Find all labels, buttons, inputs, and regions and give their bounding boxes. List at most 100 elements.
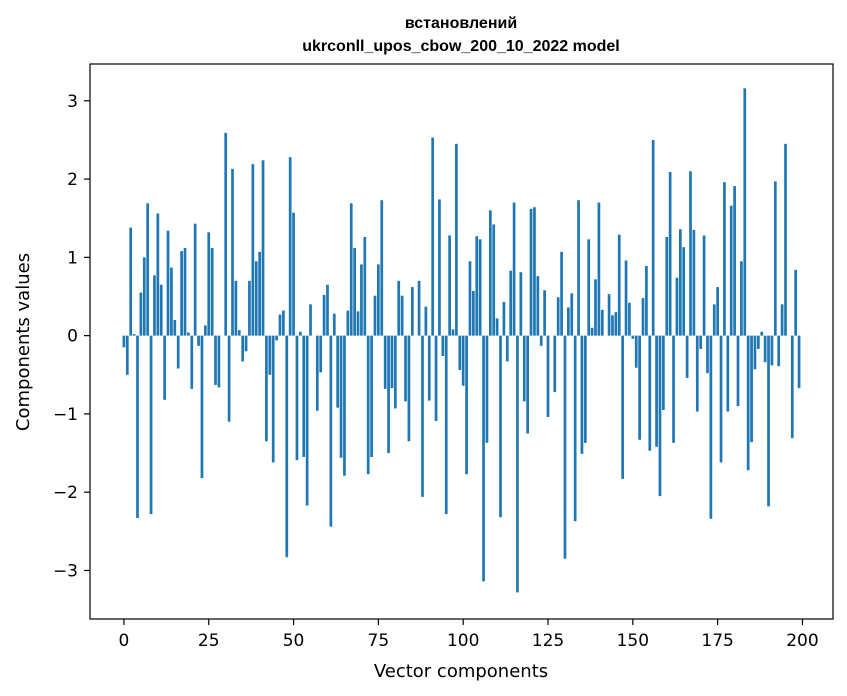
bar [478, 239, 482, 336]
bar [699, 335, 703, 349]
bar [153, 275, 156, 336]
bar [366, 335, 370, 475]
bar [207, 232, 211, 336]
bar [655, 335, 658, 447]
x-tick-label: 200 [786, 631, 818, 651]
y-tick-label: −1 [53, 405, 78, 425]
bar [217, 335, 221, 388]
bar [662, 335, 665, 410]
bar [315, 335, 319, 411]
bar [261, 160, 265, 336]
bar [740, 261, 743, 336]
y-tick-label: −3 [53, 561, 78, 581]
bar [125, 335, 129, 375]
bar [156, 213, 160, 336]
bar [678, 229, 682, 336]
bar [149, 335, 153, 515]
bar [251, 164, 255, 336]
bar [729, 205, 733, 336]
bar [682, 247, 686, 336]
bars-group [122, 88, 801, 593]
bar [187, 332, 190, 336]
bar [631, 335, 635, 339]
bar [668, 172, 672, 336]
bar [468, 261, 472, 336]
bar [587, 239, 591, 336]
bar [349, 203, 353, 336]
bar [648, 335, 652, 451]
bar [641, 298, 645, 336]
bar [760, 331, 764, 336]
bar [533, 207, 536, 336]
bar [526, 335, 530, 434]
bar [339, 335, 343, 458]
bar [529, 208, 533, 336]
bar [163, 335, 166, 400]
bar [203, 325, 207, 336]
bar [665, 237, 669, 336]
bar [583, 335, 587, 443]
bar [505, 335, 509, 362]
bar [343, 335, 346, 476]
bar [611, 315, 614, 336]
bar [326, 284, 329, 336]
bar [757, 335, 760, 349]
bar [672, 335, 675, 443]
bar [628, 302, 631, 336]
y-tick-label: 2 [67, 170, 78, 190]
chart-title-line2: ukrconll_upos_cbow_200_10_2022 model [302, 38, 619, 55]
bar [773, 181, 777, 336]
bar [570, 293, 574, 336]
bar [516, 335, 519, 593]
bar [305, 335, 309, 506]
bar [753, 335, 757, 370]
bar [743, 88, 747, 336]
bar [780, 304, 784, 336]
bar [716, 287, 719, 336]
bar [176, 335, 180, 369]
bar [712, 304, 716, 336]
bar [709, 335, 713, 519]
bar [509, 270, 513, 336]
bar [539, 335, 543, 346]
bar [292, 212, 295, 336]
bar [227, 335, 231, 422]
bar [244, 335, 248, 352]
bar [573, 335, 577, 522]
bar [563, 335, 567, 559]
bar [522, 335, 526, 402]
bar [485, 335, 489, 443]
chart-title-line1: встановлений [405, 15, 517, 32]
bar [254, 261, 258, 336]
bar [295, 335, 299, 461]
bar [363, 237, 367, 336]
y-tick-label: −2 [53, 483, 78, 503]
x-tick-label: 75 [368, 631, 390, 651]
bar [607, 294, 611, 336]
y-tick-label: 0 [67, 327, 78, 347]
bar [499, 335, 502, 518]
bar [448, 235, 451, 336]
bar [736, 335, 740, 407]
bar [692, 229, 696, 336]
bar [767, 335, 770, 507]
bar [278, 314, 282, 336]
bar [546, 335, 550, 418]
bar [794, 269, 798, 336]
bar [512, 202, 516, 336]
bar [553, 335, 557, 392]
bar [356, 311, 360, 336]
bar [132, 334, 136, 336]
x-axis-ticks: 0 25 50 75 100 125 150 175 200 [119, 619, 819, 651]
bar [560, 251, 563, 336]
bar [400, 295, 404, 336]
bar [455, 143, 458, 336]
bar [319, 335, 323, 373]
bar [373, 295, 377, 336]
bar [594, 279, 597, 336]
bar [617, 234, 621, 336]
bar [136, 335, 139, 519]
x-tick-label: 125 [532, 631, 564, 651]
bar [492, 224, 496, 336]
bar [461, 335, 465, 386]
